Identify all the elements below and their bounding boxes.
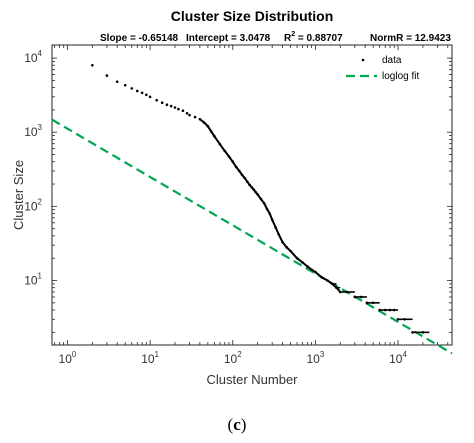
data-point bbox=[181, 109, 185, 113]
data-dense-trace bbox=[199, 118, 342, 293]
data-point bbox=[177, 107, 180, 111]
y-tick-label: 104 bbox=[24, 49, 42, 65]
x-tick-exponent: 4 bbox=[402, 350, 407, 359]
fit-r2-value: = 0.88707 bbox=[295, 33, 343, 44]
fit-line-group bbox=[51, 118, 453, 355]
data-point bbox=[130, 87, 134, 90]
x-tick-exponent: 3 bbox=[320, 350, 325, 359]
data-point bbox=[105, 74, 109, 77]
x-tick-base: 10 bbox=[306, 352, 320, 366]
y-tick-exponent: 1 bbox=[38, 272, 43, 281]
figure-caption: (c) bbox=[228, 415, 247, 434]
x-tick-label: 104 bbox=[389, 350, 407, 366]
x-tick-exponent: 2 bbox=[237, 350, 242, 359]
y-tick-base: 10 bbox=[24, 274, 38, 288]
fit-slope-text: Slope = -0.65148 bbox=[100, 33, 179, 44]
y-tick-exponent: 4 bbox=[38, 49, 43, 58]
caption-close-paren: ) bbox=[241, 415, 247, 434]
plot-area-frame bbox=[51, 44, 453, 346]
fit-line bbox=[51, 118, 453, 355]
y-tick-label: 101 bbox=[24, 272, 42, 288]
y-tick-exponent: 2 bbox=[38, 197, 43, 206]
legend-fit-label: loglog fit bbox=[382, 71, 419, 82]
y-tick-label: 102 bbox=[24, 197, 42, 213]
y-tick-base: 10 bbox=[24, 125, 38, 139]
x-tick-base: 10 bbox=[389, 352, 403, 366]
x-axis-ticks: 100 101 102 103 104 bbox=[54, 45, 449, 366]
x-tick-label: 100 bbox=[59, 350, 77, 366]
data-point bbox=[193, 115, 197, 119]
data-point bbox=[135, 89, 139, 93]
caption-open-paren: ( bbox=[228, 415, 234, 434]
x-tick-label: 102 bbox=[224, 350, 242, 366]
x-tick-base: 10 bbox=[141, 352, 155, 366]
data-point bbox=[185, 111, 189, 115]
caption-letter: c bbox=[233, 415, 241, 434]
data-point bbox=[91, 63, 94, 67]
y-tick-exponent: 3 bbox=[38, 123, 43, 132]
x-tick-exponent: 0 bbox=[72, 350, 77, 359]
y-tick-label: 103 bbox=[24, 123, 42, 139]
chart-title: Cluster Size Distribution bbox=[171, 8, 334, 24]
data-point bbox=[140, 91, 144, 95]
y-tick-base: 10 bbox=[24, 199, 38, 213]
fit-r2-text: R2 = 0.88707 bbox=[284, 31, 343, 44]
fit-intercept-text: Intercept = 3.0478 bbox=[186, 33, 271, 44]
x-tick-exponent: 1 bbox=[155, 350, 160, 359]
legend-data-marker bbox=[361, 58, 365, 62]
data-point bbox=[115, 80, 119, 83]
fit-r2-exponent: 2 bbox=[291, 31, 295, 38]
data-points-group bbox=[91, 63, 430, 334]
data-point bbox=[148, 95, 152, 99]
fit-r2-prefix: R bbox=[284, 33, 292, 44]
data-point bbox=[165, 103, 169, 106]
legend: data loglog fit bbox=[346, 55, 419, 82]
data-point bbox=[188, 113, 191, 117]
data-point bbox=[169, 104, 173, 108]
legend-data-label: data bbox=[382, 55, 402, 66]
y-axis-label: Cluster Size bbox=[11, 160, 26, 230]
fit-normr-text: NormR = 12.9423 bbox=[370, 33, 451, 44]
x-axis-label: Cluster Number bbox=[206, 372, 298, 387]
y-tick-base: 10 bbox=[24, 51, 38, 65]
x-tick-base: 10 bbox=[59, 352, 73, 366]
data-point bbox=[173, 106, 177, 109]
data-point bbox=[155, 98, 158, 102]
data-point bbox=[160, 101, 164, 105]
x-tick-label: 101 bbox=[141, 350, 159, 366]
data-point bbox=[123, 83, 127, 87]
x-tick-base: 10 bbox=[224, 352, 238, 366]
x-tick-label: 103 bbox=[306, 350, 324, 366]
data-point bbox=[145, 93, 148, 97]
